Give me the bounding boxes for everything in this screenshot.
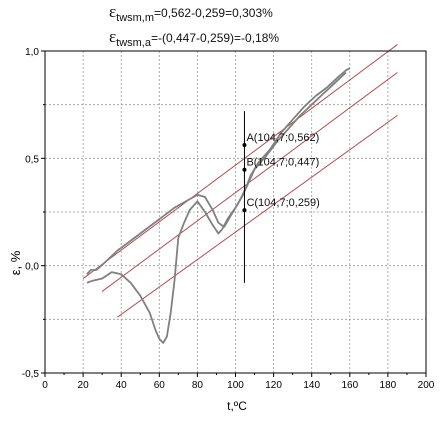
y-axis-label: ε, %	[8, 250, 23, 275]
grid-lines	[45, 51, 426, 373]
x-tick-label: 200	[418, 380, 435, 391]
point-label: A(104,7;0,562)	[246, 132, 319, 144]
x-tick-label: 60	[154, 380, 166, 391]
x-tick-label: 20	[78, 380, 90, 391]
x-tick-label: 80	[192, 380, 204, 391]
x-tick-label: 0	[42, 380, 48, 391]
x-tick-label: 40	[116, 380, 128, 391]
point-label: C(104,7;0,259)	[246, 197, 319, 209]
x-tick-label: 100	[227, 380, 244, 391]
point-marker	[242, 208, 247, 213]
point-marker	[242, 143, 247, 148]
series-line	[86, 67, 351, 344]
epsilon-symbol: ε	[109, 27, 117, 46]
x-tick-label: 120	[265, 380, 282, 391]
annotation-line-1: εtwsm,m=0,562-0,259=0,303%	[109, 2, 273, 24]
y-tick-label: 0,5	[25, 154, 39, 165]
point-label: B(104,7;0,447)	[246, 157, 319, 169]
annotation-text: =0,562-0,259=0,303%	[154, 6, 273, 20]
annotation-subscript: twsm,a	[116, 37, 151, 49]
labelled-points: A(104,7;0,562) B(104,7;0,447) C(104,7;0,25…	[242, 132, 320, 213]
guide-line	[82, 44, 398, 279]
x-tick-label: 140	[303, 380, 320, 391]
annotation-subscript: twsm,m	[116, 12, 155, 24]
guide-line	[117, 114, 398, 318]
y-tick-label: 1,0	[25, 47, 39, 58]
data-curves	[86, 67, 351, 344]
guide-lines	[82, 44, 398, 318]
x-tick-label: 160	[341, 380, 358, 391]
series-line	[86, 71, 347, 275]
annotation-text: =-(0,447-0,259)=-0,18%	[150, 31, 280, 45]
point-marker	[242, 167, 247, 172]
annotation-line-2: εtwsm,a=-(0,447-0,259)=-0,18%	[109, 27, 280, 49]
x-tick-label: 180	[380, 380, 397, 391]
epsilon-symbol: ε	[109, 2, 117, 21]
x-axis-label: t,ºC	[227, 399, 247, 413]
y-tick-label: 0,0	[25, 262, 39, 273]
axis-ticks: 0 20 40 60 80 100 120 140 160 180 200 -0,5 0,0 0,5 1,0	[22, 47, 435, 391]
y-tick-label: -0,5	[22, 369, 40, 380]
